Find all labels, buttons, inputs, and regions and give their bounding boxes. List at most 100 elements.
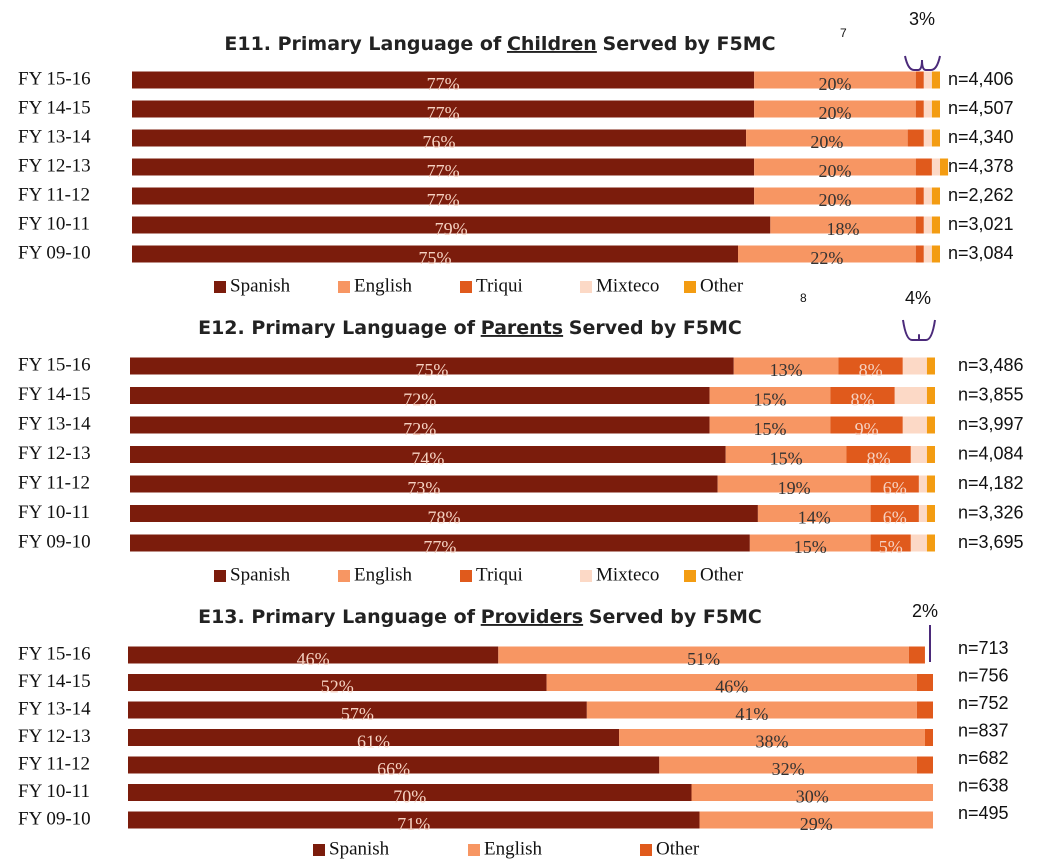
category-label: FY 11-12: [18, 184, 90, 205]
category-label: FY 11-12: [18, 753, 90, 774]
category-label: FY 12-13: [18, 726, 91, 747]
n-label: n=3,084: [948, 243, 1014, 263]
legend-swatch: [460, 570, 472, 582]
bar-segment: [926, 416, 935, 434]
bar-segment: [915, 187, 924, 205]
value-label: 19%: [778, 478, 811, 498]
value-label: 20%: [818, 190, 851, 210]
category-label: FY 14-15: [18, 384, 91, 405]
bar-segment: [940, 158, 949, 176]
value-label: 77%: [427, 74, 460, 94]
legend-label: Spanish: [329, 838, 390, 859]
bar-segment: [870, 475, 919, 493]
n-label: n=3,855: [958, 384, 1024, 404]
bar-segment: [915, 245, 924, 263]
category-label: FY 14-15: [18, 671, 91, 692]
bar-segment: [691, 784, 933, 801]
value-label: 77%: [427, 103, 460, 123]
value-label: 6%: [883, 478, 907, 498]
value-label: 15%: [753, 419, 786, 439]
bar-segment: [916, 674, 933, 691]
legend-swatch: [460, 281, 472, 293]
value-label: 70%: [393, 787, 426, 807]
value-label: 29%: [800, 814, 833, 834]
n-label: n=713: [958, 638, 1009, 658]
value-label: 18%: [827, 219, 860, 239]
n-label: n=4,378: [948, 156, 1014, 176]
legend-swatch: [313, 844, 325, 856]
value-label: 6%: [883, 508, 907, 528]
value-label: 66%: [377, 759, 410, 779]
legend-label: English: [484, 838, 543, 859]
legend-label: Triqui: [476, 275, 523, 296]
bar-segment: [846, 446, 911, 463]
value-label: 61%: [357, 732, 390, 752]
n-label: n=752: [958, 693, 1009, 713]
footnote-mark: 7: [840, 26, 847, 40]
bar-segment: [130, 475, 718, 493]
bar-segment: [128, 811, 700, 829]
value-label: 8%: [851, 390, 875, 410]
bar-segment: [498, 646, 909, 664]
bar-segment: [619, 729, 925, 746]
legend-swatch: [214, 281, 226, 293]
bar-segment: [918, 505, 927, 522]
category-label: FY 10-11: [18, 502, 90, 523]
n-label: n=3,997: [958, 414, 1024, 434]
title-part: Served by F5MC: [589, 606, 762, 628]
legend-label: Spanish: [230, 564, 291, 585]
bar-segment: [754, 187, 916, 205]
value-label: 57%: [341, 704, 374, 724]
bar-segment: [132, 100, 755, 118]
value-label: 20%: [818, 161, 851, 181]
bar-segment: [130, 416, 710, 434]
value-label: 20%: [810, 132, 843, 152]
category-label: FY 09-10: [18, 242, 91, 263]
bar-segment: [733, 357, 839, 375]
value-label: 8%: [867, 449, 891, 469]
bar-segment: [931, 129, 940, 147]
n-label: n=495: [958, 803, 1009, 823]
category-label: FY 09-10: [18, 531, 91, 552]
category-label: FY 15-16: [18, 354, 91, 375]
annotation: 4%: [905, 288, 931, 308]
footnote-mark: 8: [800, 291, 807, 305]
n-label: n=4,182: [958, 473, 1024, 493]
bar-segment: [931, 216, 940, 234]
title-part: E13. Primary Language of: [198, 606, 476, 628]
title-part: Parents: [481, 317, 563, 339]
bar-segment: [725, 446, 847, 463]
category-label: FY 10-11: [18, 781, 90, 802]
bar-segment: [907, 129, 924, 147]
category-label: FY 12-13: [18, 155, 91, 176]
category-label: FY 12-13: [18, 443, 91, 464]
n-label: n=4,340: [948, 127, 1014, 147]
bar-segment: [699, 811, 933, 829]
value-label: 77%: [427, 190, 460, 210]
n-label: n=2,262: [948, 185, 1014, 205]
bar-segment: [754, 100, 916, 118]
n-label: n=4,084: [958, 443, 1024, 463]
value-label: 20%: [818, 74, 851, 94]
bar-segment: [128, 674, 547, 691]
value-label: 77%: [423, 537, 456, 557]
n-label: n=682: [958, 748, 1009, 768]
bar-segment: [910, 446, 927, 463]
legend-swatch: [468, 844, 480, 856]
value-label: 51%: [687, 649, 720, 669]
bar-segment: [757, 505, 871, 522]
bar-segment: [923, 216, 932, 234]
bar-segment: [908, 646, 925, 664]
legend-label: Other: [700, 275, 744, 296]
bar-segment: [746, 129, 908, 147]
value-label: 41%: [735, 704, 768, 724]
value-label: 46%: [715, 677, 748, 697]
legend-swatch: [338, 281, 350, 293]
legend-swatch: [214, 570, 226, 582]
value-label: 75%: [415, 360, 448, 380]
value-label: 72%: [403, 419, 436, 439]
bar-segment: [738, 245, 916, 263]
bar-segment: [838, 357, 903, 375]
bar-segment: [902, 416, 927, 434]
value-label: 73%: [407, 478, 440, 498]
